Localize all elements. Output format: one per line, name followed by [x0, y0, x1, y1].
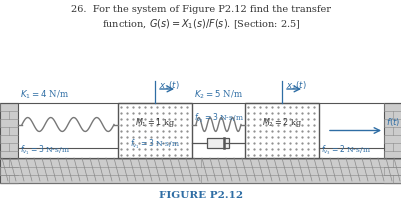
Bar — [383, 103, 401, 183]
Bar — [118, 103, 192, 158]
Text: $x_1(t)$: $x_1(t)$ — [159, 80, 179, 92]
Bar — [0, 158, 401, 183]
Text: function, $G(s) = X_1(s)/F(s)$. [Section: 2.5]: function, $G(s) = X_1(s)/F(s)$. [Section… — [101, 17, 300, 31]
Text: $f_{v_1} = 3$ N-s/m: $f_{v_1} = 3$ N-s/m — [130, 137, 180, 151]
Bar — [207, 138, 229, 148]
Text: $f_{v_2} = 3$ N-s/m: $f_{v_2} = 3$ N-s/m — [193, 112, 243, 125]
Bar — [0, 103, 18, 183]
Text: $x_2(t)$: $x_2(t)$ — [285, 80, 306, 92]
Text: $K_1 = 4$ N/m: $K_1 = 4$ N/m — [20, 88, 69, 101]
Text: $f_{v_1} = 3$ N-s/m: $f_{v_1} = 3$ N-s/m — [20, 143, 70, 157]
Text: $f_{v_3} = 2$ N-s/m: $f_{v_3} = 2$ N-s/m — [320, 143, 370, 157]
Text: $f(t)$: $f(t)$ — [385, 117, 399, 128]
Text: $K_2 = 5$ N/m: $K_2 = 5$ N/m — [194, 88, 242, 101]
Text: $M_1 = 1$ kg: $M_1 = 1$ kg — [135, 116, 174, 129]
Text: FIGURE P2.12: FIGURE P2.12 — [158, 190, 243, 200]
Bar — [244, 103, 318, 158]
Text: 26.  For the system of Figure P2.12 find the transfer: 26. For the system of Figure P2.12 find … — [71, 5, 330, 14]
Bar — [0, 158, 401, 183]
Text: $M_2 = 2$ kg: $M_2 = 2$ kg — [261, 116, 301, 129]
